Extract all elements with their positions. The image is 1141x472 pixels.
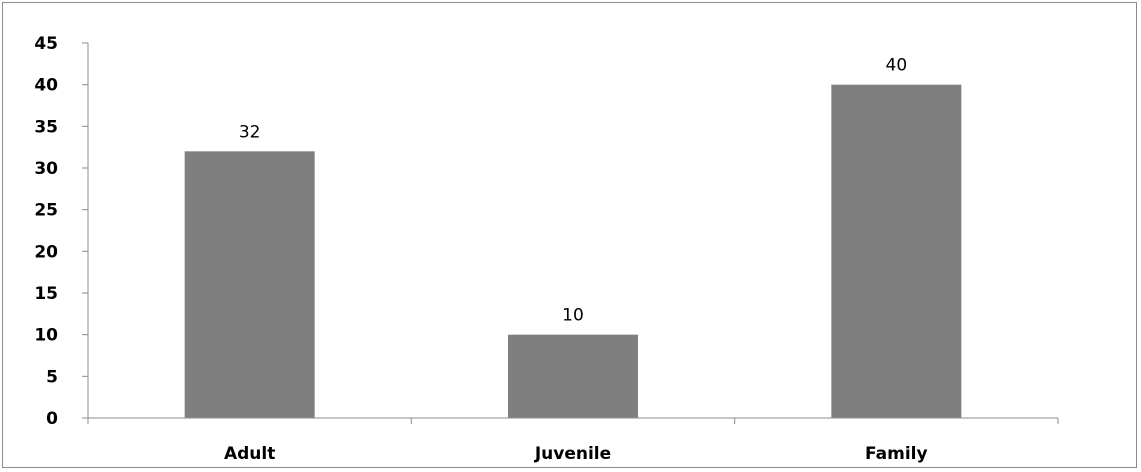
category-label-juvenile: Juvenile xyxy=(534,444,611,464)
y-tick-label: 45 xyxy=(34,34,58,54)
y-tick-label: 10 xyxy=(34,326,58,346)
y-axis-ticks xyxy=(82,42,88,419)
y-tick-label: 5 xyxy=(46,367,58,387)
data-label-juvenile: 10 xyxy=(562,306,584,326)
category-label-family: Family xyxy=(865,444,928,464)
y-tick-label: 0 xyxy=(46,409,58,429)
y-tick-label: 20 xyxy=(34,242,58,262)
data-labels: 32 10 40 xyxy=(239,56,907,326)
x-axis-category-labels: Adult Juvenile Family xyxy=(224,444,928,464)
data-label-family: 40 xyxy=(886,56,908,76)
bar-adult xyxy=(184,151,315,419)
y-axis-tick-labels: 0 5 10 15 20 25 30 35 40 45 xyxy=(34,34,58,429)
y-tick-label: 35 xyxy=(34,117,58,137)
y-tick-label: 25 xyxy=(34,201,58,221)
category-label-adult: Adult xyxy=(224,444,275,464)
data-label-adult: 32 xyxy=(239,122,261,142)
x-axis-ticks xyxy=(87,418,1059,424)
bar-juvenile xyxy=(508,334,638,418)
y-tick-label: 30 xyxy=(34,159,58,179)
bar-family xyxy=(831,84,962,419)
y-tick-label: 15 xyxy=(34,284,58,304)
bars xyxy=(184,84,962,419)
y-tick-label: 40 xyxy=(34,76,58,96)
